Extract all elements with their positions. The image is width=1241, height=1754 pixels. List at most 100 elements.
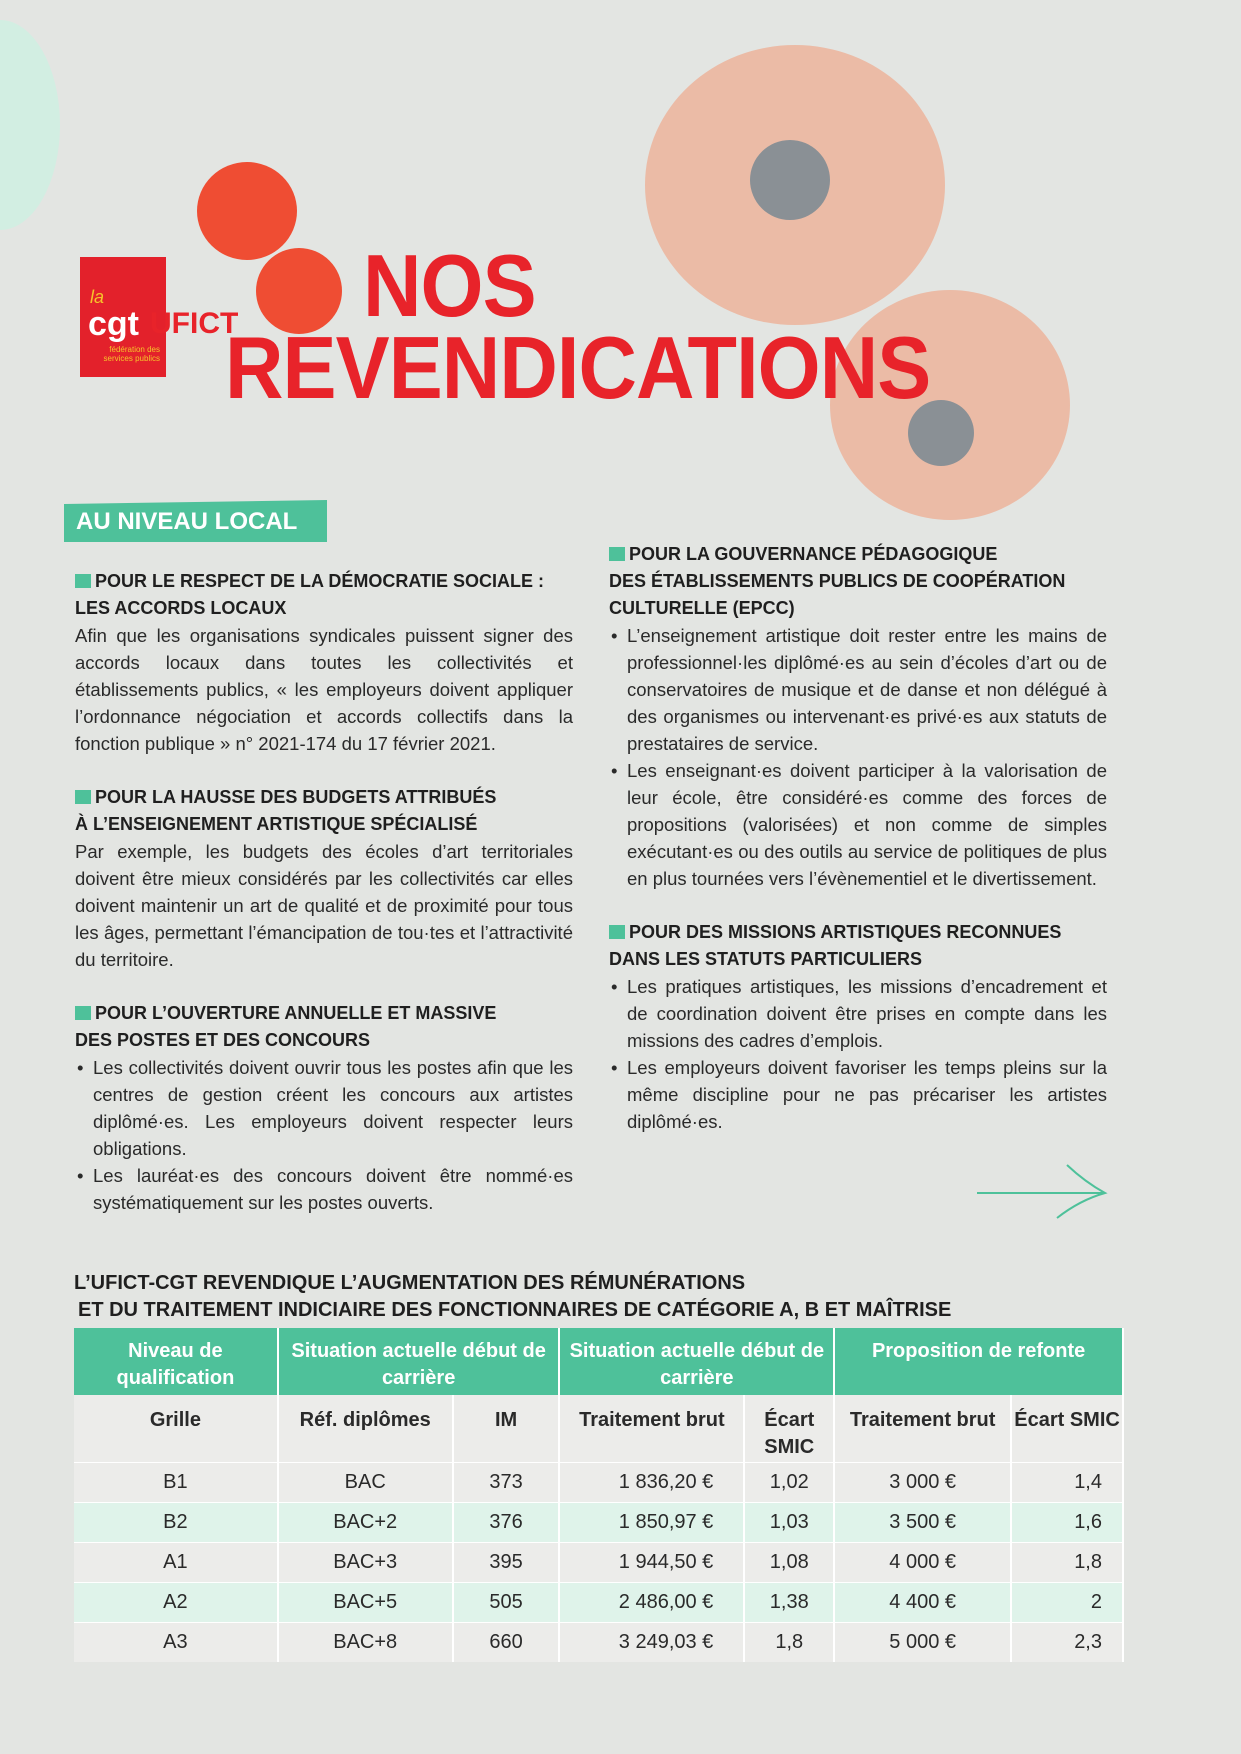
table-cell: 1,8 — [744, 1621, 836, 1662]
table-cell: BAC+8 — [277, 1621, 454, 1662]
table-cell: A3 — [74, 1621, 279, 1662]
table-cell: 1,03 — [744, 1501, 836, 1542]
right-column: POUR LA GOUVERNANCE PÉDAGOGIQUE DES ÉTABL… — [609, 541, 1107, 1162]
logo-federation: fédération des services publics — [103, 345, 160, 363]
arrow-icon — [977, 1164, 1108, 1219]
table-cell: 4 000 € — [834, 1541, 1013, 1582]
table-row: A1 BAC+3 395 1 944,50 €1,08 4 000 €1,8 — [74, 1541, 1124, 1582]
heading-line: POUR DES MISSIONS ARTISTIQUES RECONNUES — [629, 922, 1062, 942]
table-cell: B2 — [74, 1501, 279, 1542]
table-cell: 376 — [452, 1501, 561, 1542]
table-title-line: L’UFICT-CGT REVENDIQUE L’AUGMENTATION DE… — [74, 1272, 746, 1294]
paragraph: Par exemple, les budgets des écoles d’ar… — [75, 841, 573, 970]
table-cell: 2,3 — [1011, 1621, 1124, 1662]
group-header: Situation actuelle début de carrière — [277, 1328, 561, 1395]
table-cell: 3 249,03 € — [559, 1621, 746, 1662]
title-line-2: REVENDICATIONS — [225, 318, 931, 417]
list-item: Les lauréat·es des concours doivent être… — [75, 1162, 573, 1216]
table-title: L’UFICT-CGT REVENDIQUE L’AUGMENTATION DE… — [74, 1270, 951, 1324]
column-header: Grille — [74, 1395, 279, 1462]
heading-line: POUR LA HAUSSE DES BUDGETS ATTRIBUÉS — [95, 787, 497, 807]
logo-la: la — [90, 287, 105, 307]
subsection-heading: POUR LA GOUVERNANCE PÉDAGOGIQUE DES ÉTABL… — [609, 541, 1107, 622]
table-cell: 1,6 — [1011, 1501, 1124, 1542]
title-line-1: NOS — [363, 236, 537, 335]
subsection-heading: POUR L’OUVERTURE ANNUELLE ET MASSIVE DES … — [75, 1000, 573, 1054]
list-item: Les collectivités doivent ouvrir tous le… — [75, 1054, 573, 1162]
salary-table: Niveau de qualification Situation actuel… — [74, 1328, 1124, 1662]
table-cell: BAC+2 — [277, 1501, 454, 1542]
section-heading: AU NIVEAU LOCAL — [64, 500, 328, 542]
poppy-center — [750, 140, 830, 220]
table-cell: BAC — [277, 1461, 454, 1502]
table-row: A2 BAC+5 505 2 486,00 €1,38 4 400 €2 — [74, 1581, 1124, 1622]
column-header-row: Grille Réf. diplômes IM Traitement brut Écar… — [74, 1395, 1124, 1462]
column-header: Écart SMIC — [1011, 1395, 1124, 1462]
list-item: Les employeurs doivent favoriser les tem… — [609, 1054, 1107, 1135]
column-header: Traitement brut — [834, 1395, 1013, 1462]
table-cell: 373 — [452, 1461, 561, 1502]
group-header: Situation actuelle début de carrière — [559, 1328, 836, 1395]
heading-line: POUR LA GOUVERNANCE PÉDAGOGIQUE — [629, 544, 998, 564]
table-cell: 1,08 — [744, 1541, 836, 1582]
table-cell: 505 — [452, 1581, 561, 1622]
left-column: POUR LE RESPECT DE LA DÉMOCRATIE SOCIALE… — [75, 568, 573, 1243]
column-header: Traitement brut — [559, 1395, 746, 1462]
green-square-icon — [75, 1006, 91, 1020]
green-square-icon — [609, 547, 625, 561]
list-item: L’enseignement artistique doit rester en… — [609, 622, 1107, 757]
heading-line: POUR L’OUVERTURE ANNUELLE ET MASSIVE — [95, 1003, 497, 1023]
column-header: Réf. diplômes — [277, 1395, 454, 1462]
decorative-circle — [0, 20, 60, 230]
table-row: B2 BAC+2 376 1 850,97 €1,03 3 500 €1,6 — [74, 1501, 1124, 1542]
heading-line: DES POSTES ET DES CONCOURS — [75, 1030, 371, 1050]
table-cell: 1 944,50 € — [559, 1541, 746, 1582]
green-square-icon — [609, 925, 625, 939]
heading-line: DANS LES STATUTS PARTICULIERS — [609, 949, 923, 969]
table-cell: 5 000 € — [834, 1621, 1013, 1662]
group-header: Niveau de qualification — [74, 1328, 279, 1395]
heading-line: LES ACCORDS LOCAUX — [75, 598, 287, 618]
poppy-small-1 — [197, 162, 297, 260]
table-cell: 1,38 — [744, 1581, 836, 1622]
table-cell: B1 — [74, 1461, 279, 1502]
table-cell: 660 — [452, 1621, 561, 1662]
subsection-heading: POUR DES MISSIONS ARTISTIQUES RECONNUES D… — [609, 919, 1107, 973]
subsection-heading: POUR LA HAUSSE DES BUDGETS ATTRIBUÉS À L’… — [75, 784, 573, 838]
table-cell: 395 — [452, 1541, 561, 1582]
list-item: Les enseignant·es doivent participer à l… — [609, 757, 1107, 892]
group-header: Proposition de refonte — [834, 1328, 1124, 1395]
bullet-list: Les pratiques artistiques, les missions … — [609, 973, 1107, 1135]
table-row: A3 BAC+8 660 3 249,03 €1,8 5 000 €2,3 — [74, 1621, 1124, 1662]
table-cell: 1,02 — [744, 1461, 836, 1502]
table-cell: 4 400 € — [834, 1581, 1013, 1622]
table-cell: BAC+5 — [277, 1581, 454, 1622]
heading-line: DES ÉTABLISSEMENTS PUBLICS DE COOPÉRATIO… — [609, 571, 1066, 591]
logo-cgt: cgt — [88, 305, 139, 343]
bullet-list: L’enseignement artistique doit rester en… — [609, 622, 1107, 892]
table-cell: A1 — [74, 1541, 279, 1582]
table-cell: BAC+3 — [277, 1541, 454, 1582]
heading-line: À L’ENSEIGNEMENT ARTISTIQUE SPÉCIALISÉ — [75, 814, 478, 834]
heading-line: CULTURELLE (EPCC) — [609, 598, 795, 618]
table-cell: 1 850,97 € — [559, 1501, 746, 1542]
poppy-center — [908, 400, 974, 466]
table-row: B1 BAC 373 1 836,20 €1,02 3 000 €1,4 — [74, 1461, 1124, 1502]
green-square-icon — [75, 790, 91, 804]
cgt-logo: la cgt fédération des services publics — [80, 257, 166, 377]
column-header: Écart SMIC — [744, 1395, 836, 1462]
subsection-heading: POUR LE RESPECT DE LA DÉMOCRATIE SOCIALE… — [75, 568, 573, 622]
table-cell: 3 500 € — [834, 1501, 1013, 1542]
green-square-icon — [75, 574, 91, 588]
bullet-list: Les collectivités doivent ouvrir tous le… — [75, 1054, 573, 1216]
poppy-small-2 — [256, 248, 342, 334]
paragraph: Afin que les organisations syndicales pu… — [75, 625, 573, 754]
page-title: NOS REVENDICATIONS — [225, 236, 931, 417]
table-cell: A2 — [74, 1581, 279, 1622]
logo-ufict: UFICT — [150, 307, 239, 340]
table-title-line: ET DU TRAITEMENT INDICIAIRE DES FONCTION… — [78, 1299, 952, 1321]
table-cell: 2 — [1011, 1581, 1124, 1622]
list-item: Les pratiques artistiques, les missions … — [609, 973, 1107, 1054]
table-cell: 2 486,00 € — [559, 1581, 746, 1622]
table-cell: 1,4 — [1011, 1461, 1124, 1502]
